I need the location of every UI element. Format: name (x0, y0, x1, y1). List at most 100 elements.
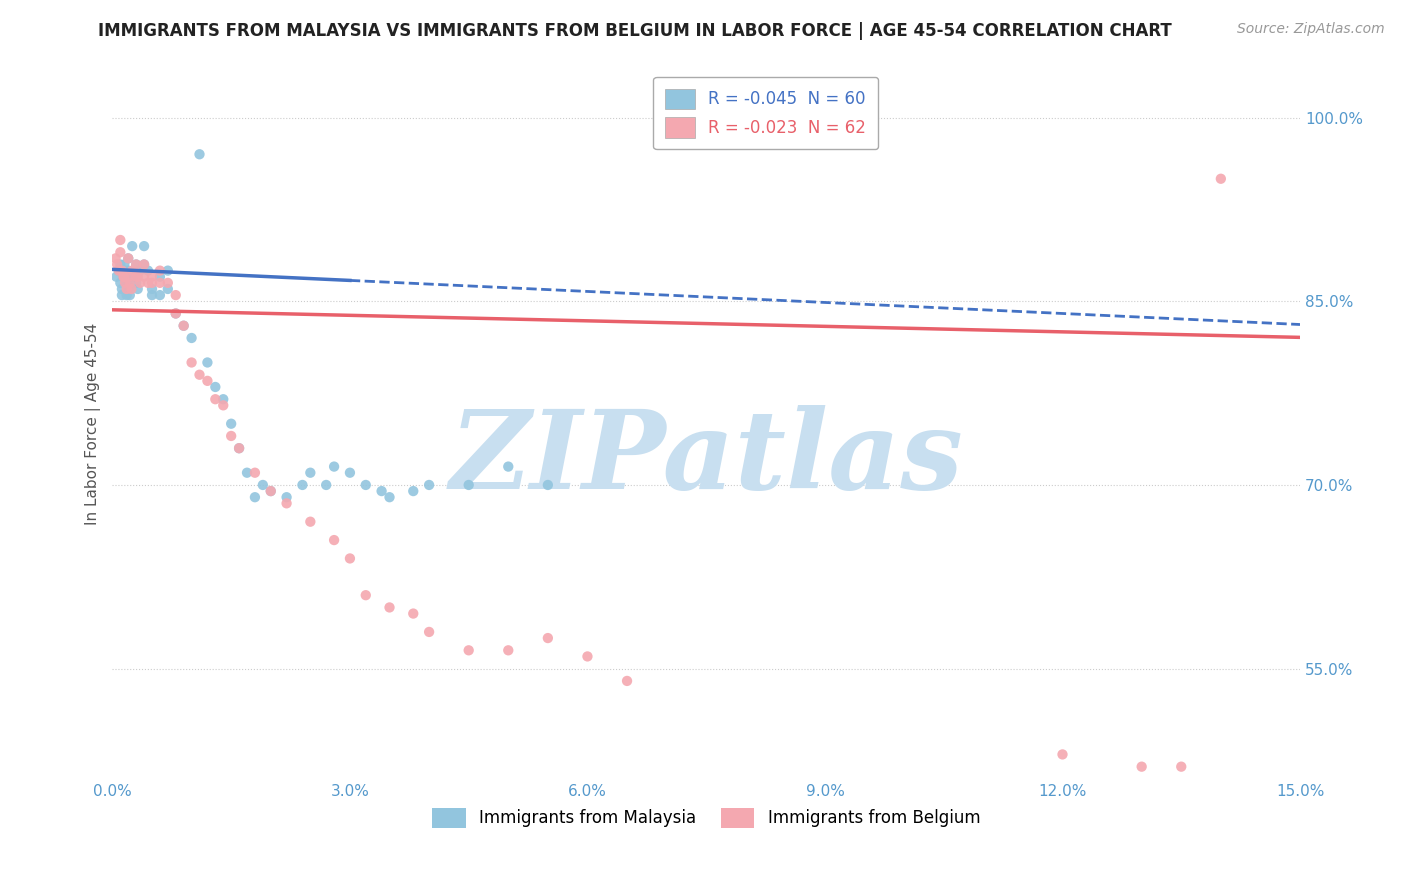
Point (141, 276, 163, 290)
Point (105, 258, 128, 272)
Point (197, 374, 219, 388)
Point (188, 368, 211, 382)
Point (110, 258, 132, 272)
Point (129, 263, 152, 277)
Text: Source: ZipAtlas.com: Source: ZipAtlas.com (1237, 22, 1385, 37)
Point (197, 355, 219, 369)
Point (1052, 747, 1074, 762)
Point (378, 490, 401, 504)
Point (165, 306, 187, 320)
Point (141, 288, 163, 302)
Point (125, 269, 148, 284)
Point (418, 624, 440, 639)
Point (291, 478, 314, 492)
Legend: Immigrants from Malaysia, Immigrants from Belgium: Immigrants from Malaysia, Immigrants fro… (426, 801, 987, 835)
Point (117, 282, 139, 296)
Point (315, 478, 337, 492)
Point (212, 392, 235, 407)
Point (260, 484, 283, 499)
Point (127, 269, 149, 284)
Point (121, 239, 143, 253)
Point (112, 263, 135, 277)
Point (149, 276, 172, 290)
Point (339, 551, 361, 566)
Point (354, 478, 377, 492)
Point (498, 643, 520, 657)
Point (112, 269, 135, 284)
Y-axis label: In Labor Force | Age 45-54: In Labor Force | Age 45-54 (86, 323, 101, 524)
Point (112, 269, 135, 284)
Point (204, 380, 226, 394)
Point (299, 515, 322, 529)
Point (228, 441, 250, 455)
Point (616, 673, 638, 688)
Point (276, 496, 298, 510)
Point (498, 459, 520, 474)
Point (188, 147, 211, 161)
Point (111, 282, 134, 296)
Point (537, 631, 560, 645)
Point (276, 490, 298, 504)
Point (110, 245, 132, 260)
Point (156, 282, 179, 296)
Point (118, 276, 141, 290)
Point (339, 466, 361, 480)
Point (219, 429, 242, 443)
Point (132, 258, 155, 272)
Point (125, 258, 148, 272)
Point (236, 466, 259, 480)
Point (115, 288, 138, 302)
Point (149, 269, 172, 284)
Text: ZIPatlas: ZIPatlas (450, 406, 963, 513)
Point (354, 588, 377, 602)
Point (121, 269, 143, 284)
Point (125, 258, 148, 272)
Point (111, 288, 134, 302)
Point (323, 459, 346, 474)
Point (457, 478, 479, 492)
Point (219, 417, 242, 431)
Point (104, 252, 127, 266)
Point (165, 306, 187, 320)
Point (180, 331, 202, 345)
Point (402, 607, 425, 621)
Point (212, 398, 235, 412)
Point (110, 276, 132, 290)
Point (125, 276, 148, 290)
Point (402, 484, 425, 499)
Point (120, 282, 142, 296)
Point (173, 318, 195, 333)
Point (127, 282, 149, 296)
Point (204, 392, 226, 407)
Point (457, 643, 479, 657)
Point (117, 269, 139, 284)
Point (165, 288, 187, 302)
Point (173, 318, 195, 333)
Point (299, 466, 322, 480)
Point (129, 276, 152, 290)
Point (107, 263, 129, 277)
Point (115, 282, 138, 296)
Point (117, 252, 139, 266)
Point (1209, 171, 1232, 186)
Point (111, 263, 134, 277)
Point (378, 600, 401, 615)
Point (118, 269, 141, 284)
Text: IMMIGRANTS FROM MALAYSIA VS IMMIGRANTS FROM BELGIUM IN LABOR FORCE | AGE 45-54 C: IMMIGRANTS FROM MALAYSIA VS IMMIGRANTS F… (98, 22, 1173, 40)
Point (118, 288, 141, 302)
Point (149, 288, 172, 302)
Point (228, 441, 250, 455)
Point (112, 258, 135, 272)
Point (323, 533, 346, 547)
Point (149, 263, 172, 277)
Point (141, 269, 163, 284)
Point (132, 258, 155, 272)
Point (105, 269, 128, 284)
Point (136, 276, 159, 290)
Point (1130, 759, 1153, 773)
Point (156, 276, 179, 290)
Point (156, 263, 179, 277)
Point (537, 478, 560, 492)
Point (180, 355, 202, 369)
Point (243, 466, 266, 480)
